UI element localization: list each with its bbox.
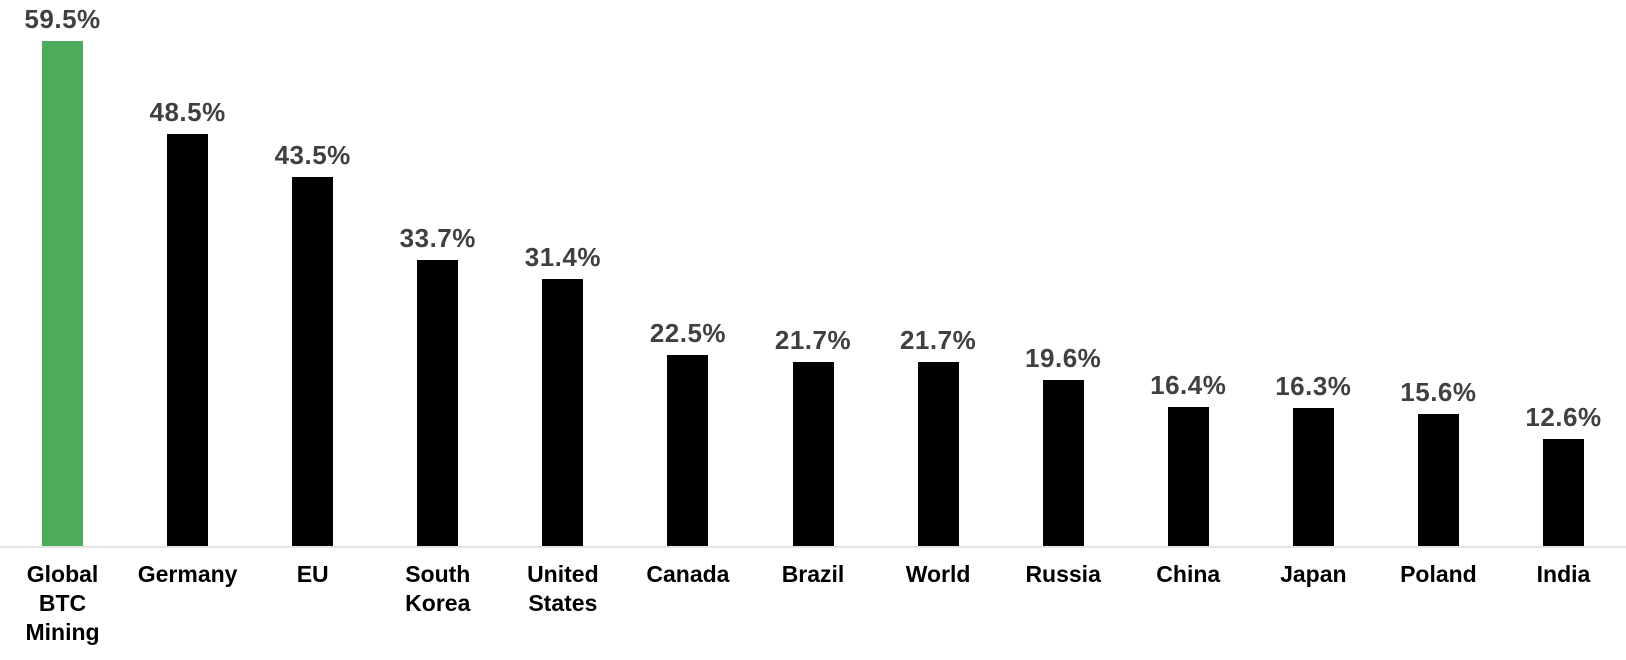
bar-column: 21.7% bbox=[750, 327, 875, 546]
category-label-cell: Brazil bbox=[750, 560, 875, 589]
bar bbox=[792, 362, 834, 546]
bar-value-label: 31.4% bbox=[524, 242, 601, 272]
category-label-cell: Germany bbox=[125, 560, 250, 589]
bar-column: 22.5% bbox=[625, 320, 750, 546]
category-label: Global BTC Mining bbox=[25, 561, 100, 646]
bar-column: 59.5% bbox=[0, 6, 125, 546]
bar-value-label: 21.7% bbox=[774, 325, 852, 355]
bar bbox=[1167, 407, 1209, 546]
category-label-cell: Poland bbox=[1376, 560, 1501, 589]
category-label-cell: Russia bbox=[1001, 560, 1126, 589]
bar-column: 43.5% bbox=[250, 142, 375, 546]
category-label: Japan bbox=[1280, 561, 1347, 587]
bar-column: 33.7% bbox=[375, 225, 500, 546]
bar-value-label: 43.5% bbox=[274, 140, 351, 170]
bar bbox=[1417, 414, 1459, 546]
bar-column: 16.4% bbox=[1126, 372, 1251, 546]
bar-value-label: 19.6% bbox=[1025, 343, 1102, 373]
bar-column: 21.7% bbox=[876, 327, 1001, 546]
category-label: United States bbox=[527, 561, 599, 617]
bar-value-label: 16.3% bbox=[1275, 371, 1352, 401]
bar bbox=[1042, 380, 1084, 546]
category-label: India bbox=[1536, 561, 1591, 587]
bar-column: 15.6% bbox=[1376, 379, 1501, 546]
bar-value-label: 48.5% bbox=[149, 97, 226, 127]
bar bbox=[1292, 408, 1334, 546]
bar-column: 16.3% bbox=[1251, 373, 1376, 546]
x-axis-labels: Global BTC Mining Germany EU South Korea Uni… bbox=[0, 560, 1626, 648]
bar-column: 19.6% bbox=[1001, 345, 1126, 546]
bar-value-label: 59.5% bbox=[24, 4, 101, 34]
category-label: Russia bbox=[1025, 561, 1101, 587]
x-axis-line bbox=[0, 546, 1626, 548]
category-label-cell: Canada bbox=[625, 560, 750, 589]
category-label-cell: China bbox=[1126, 560, 1251, 589]
category-label-cell: India bbox=[1501, 560, 1626, 589]
category-label: EU bbox=[296, 561, 329, 587]
category-label-cell: Japan bbox=[1251, 560, 1376, 589]
category-label-cell: World bbox=[876, 560, 1001, 589]
bar-column: 31.4% bbox=[500, 244, 625, 546]
bar bbox=[917, 362, 959, 546]
category-label: South Korea bbox=[405, 561, 471, 617]
category-label: World bbox=[905, 561, 971, 587]
category-label: Germany bbox=[137, 561, 238, 587]
bar-column: 12.6% bbox=[1501, 404, 1626, 546]
bar bbox=[667, 355, 709, 546]
category-label-cell: EU bbox=[250, 560, 375, 589]
bar bbox=[542, 279, 584, 546]
bar bbox=[292, 177, 334, 546]
bar bbox=[42, 41, 84, 546]
bar-value-label: 12.6% bbox=[1525, 402, 1602, 432]
bar-column: 48.5% bbox=[125, 99, 250, 546]
bar-value-label: 33.7% bbox=[399, 223, 476, 253]
bar bbox=[167, 134, 209, 546]
category-label-cell: Global BTC Mining bbox=[0, 560, 125, 648]
bar-value-label: 22.5% bbox=[649, 318, 727, 348]
category-label: Poland bbox=[1400, 561, 1477, 587]
bar bbox=[417, 260, 459, 546]
bar bbox=[1542, 439, 1584, 546]
bar-value-label: 15.6% bbox=[1400, 377, 1477, 407]
bar-value-label: 16.4% bbox=[1150, 370, 1227, 400]
category-label-cell: South Korea bbox=[375, 560, 500, 618]
category-label: Canada bbox=[646, 561, 730, 587]
category-label-cell: United States bbox=[500, 560, 625, 618]
category-label: China bbox=[1156, 561, 1221, 587]
plot-area: 59.5% 48.5% 43.5% 33.7% 31.4% 22.5% 21.7% 21.7%… bbox=[0, 6, 1626, 546]
bar-value-label: 21.7% bbox=[899, 325, 977, 355]
category-label: Brazil bbox=[781, 561, 845, 587]
